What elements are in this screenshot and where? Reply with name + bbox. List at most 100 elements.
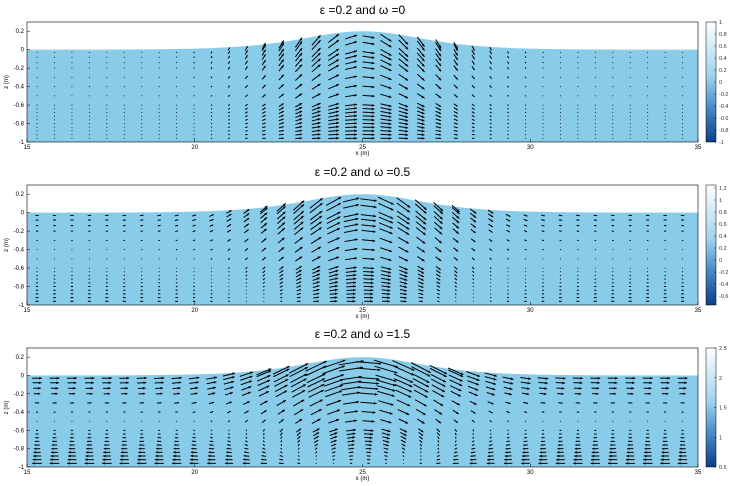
vector-arrowhead bbox=[124, 225, 126, 227]
vector-dot bbox=[176, 134, 178, 136]
vector-arrowhead bbox=[473, 215, 477, 218]
vector-arrowhead bbox=[161, 376, 165, 380]
vector-dot bbox=[106, 249, 108, 251]
vector-arrowhead bbox=[140, 289, 142, 291]
vector-arrowhead bbox=[558, 437, 560, 439]
vector-arrowhead bbox=[351, 455, 353, 457]
vector-arrowhead bbox=[405, 46, 409, 50]
vector-arrowhead bbox=[298, 428, 302, 431]
vector-dot bbox=[36, 130, 38, 132]
vector-dot bbox=[577, 56, 579, 58]
vector-dot bbox=[158, 137, 160, 139]
vector-arrowhead bbox=[439, 216, 443, 220]
vector-arrowhead bbox=[559, 286, 561, 287]
vector-arrowhead bbox=[175, 293, 177, 295]
x-tick-label: 35 bbox=[695, 145, 702, 151]
vector-arrowhead bbox=[157, 300, 159, 302]
vector-arrowhead bbox=[626, 454, 629, 458]
vector-arrowhead bbox=[281, 432, 283, 435]
vector-arrowhead bbox=[156, 447, 159, 450]
vector-arrowhead bbox=[354, 84, 357, 88]
vector-arrowhead bbox=[142, 402, 144, 404]
vector-arrowhead bbox=[490, 219, 494, 222]
vector-dot bbox=[612, 420, 614, 422]
vector-dot bbox=[141, 134, 143, 136]
vector-dot bbox=[542, 104, 544, 106]
vector-dot bbox=[594, 67, 596, 69]
vector-arrowhead bbox=[455, 267, 458, 270]
vector-arrowhead bbox=[507, 52, 509, 54]
vector-arrowhead bbox=[543, 392, 547, 396]
y-tick-label: -0.2 bbox=[14, 229, 25, 235]
vector-arrowhead bbox=[440, 403, 444, 406]
vector-arrowhead bbox=[354, 41, 357, 44]
vector-arrowhead bbox=[490, 268, 492, 269]
vector-dot bbox=[141, 119, 143, 121]
vector-arrowhead bbox=[403, 448, 405, 450]
vector-arrowhead bbox=[508, 249, 510, 251]
vector-arrowhead bbox=[246, 104, 248, 106]
vector-dot bbox=[158, 86, 160, 88]
vector-arrowhead bbox=[387, 296, 391, 300]
vector-arrowhead bbox=[85, 454, 89, 458]
vector-arrowhead bbox=[297, 462, 299, 464]
vector-arrowhead bbox=[336, 237, 340, 241]
vector-arrowhead bbox=[246, 429, 247, 431]
colorbar-tick-label: 0.8 bbox=[719, 32, 727, 38]
vector-dot bbox=[682, 249, 684, 251]
vector-dot bbox=[542, 130, 544, 132]
vector-arrowhead bbox=[493, 377, 497, 381]
vector-dot bbox=[664, 95, 666, 97]
vector-dot bbox=[263, 297, 265, 299]
vector-arrowhead bbox=[159, 240, 161, 241]
colorbar-tick-label: 1 bbox=[719, 20, 722, 26]
vector-arrowhead bbox=[373, 402, 377, 405]
vector-arrowhead bbox=[172, 458, 176, 461]
vector-arrowhead bbox=[505, 447, 508, 450]
vector-arrowhead bbox=[37, 392, 41, 395]
vector-arrowhead bbox=[305, 363, 309, 366]
vector-arrow bbox=[396, 197, 411, 208]
vector-arrowhead bbox=[421, 271, 425, 274]
vector-arrowhead bbox=[593, 440, 595, 443]
vector-arrowhead bbox=[280, 447, 282, 449]
vector-dot bbox=[682, 56, 684, 58]
vector-arrowhead bbox=[229, 392, 233, 395]
vector-dot bbox=[176, 123, 178, 125]
vector-arrowhead bbox=[317, 256, 321, 259]
vector-arrowhead bbox=[576, 437, 578, 439]
vector-arrowhead bbox=[245, 440, 247, 442]
vector-arrowhead bbox=[473, 271, 475, 273]
vector-dot bbox=[71, 134, 73, 136]
vector-arrowhead bbox=[388, 38, 392, 42]
vector-arrowhead bbox=[421, 289, 424, 292]
vector-arrowhead bbox=[420, 429, 424, 433]
vector-arrowhead bbox=[246, 60, 248, 63]
vector-arrowhead bbox=[158, 430, 159, 431]
vector-arrowhead bbox=[369, 447, 372, 450]
vector-arrowhead bbox=[54, 411, 56, 413]
vector-arrowhead bbox=[302, 390, 306, 393]
vector-arrowhead bbox=[53, 433, 55, 435]
vector-arrowhead bbox=[525, 225, 528, 227]
vector-arrowhead bbox=[607, 462, 611, 465]
vector-arrowhead bbox=[316, 281, 320, 284]
vector-arrowhead bbox=[338, 197, 342, 200]
vector-arrowhead bbox=[298, 270, 302, 273]
vector-arrowhead bbox=[194, 249, 195, 250]
vector-arrowhead bbox=[614, 381, 618, 385]
vector-arrowhead bbox=[405, 111, 409, 115]
vector-dot bbox=[193, 126, 195, 128]
vector-arrowhead bbox=[425, 384, 429, 388]
vector-arrowhead bbox=[54, 214, 57, 217]
vector-arrowhead bbox=[211, 219, 214, 221]
vector-arrowhead bbox=[437, 452, 439, 454]
vector-arrowhead bbox=[125, 386, 129, 390]
vector-arrowhead bbox=[334, 428, 338, 432]
vector-arrowhead bbox=[371, 270, 375, 274]
vector-arrowhead bbox=[232, 372, 236, 376]
vector-arrowhead bbox=[507, 300, 508, 302]
vector-arrowhead bbox=[459, 383, 463, 386]
vector-arrowhead bbox=[264, 217, 268, 221]
vector-arrowhead bbox=[627, 440, 630, 443]
